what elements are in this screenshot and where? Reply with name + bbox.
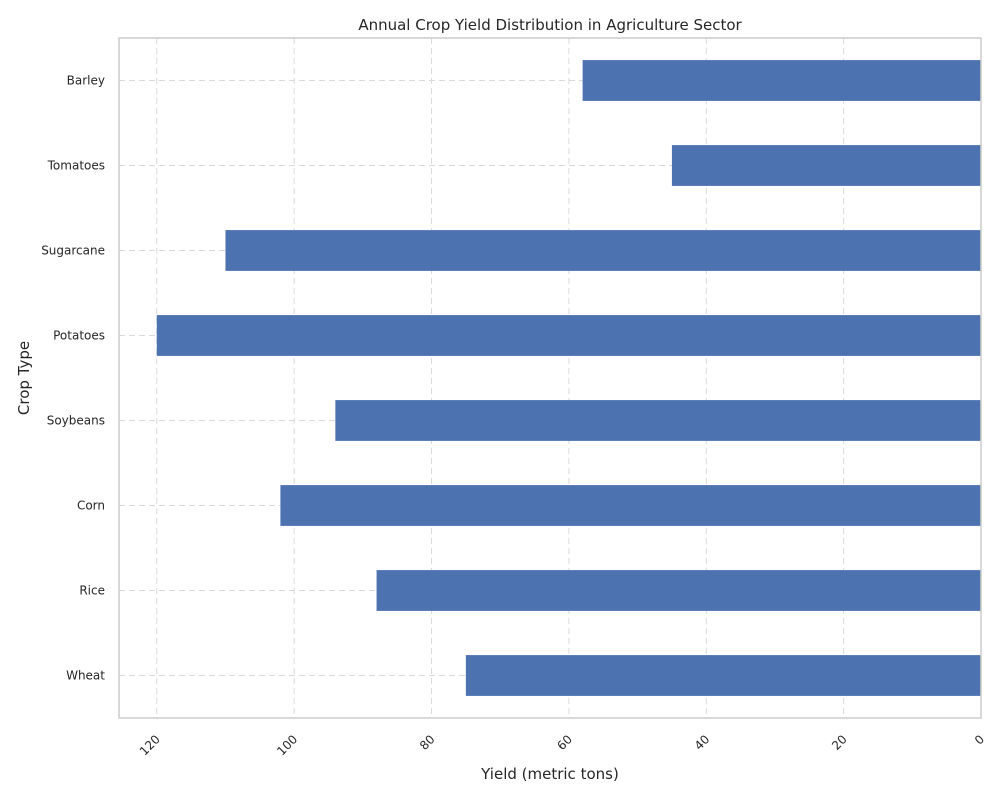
x-tick-label: 0 — [972, 732, 987, 747]
bar-corn — [280, 485, 981, 526]
bar-tomatoes — [671, 145, 981, 186]
x-tick-label: 100 — [274, 732, 300, 758]
bar-wheat — [465, 655, 981, 696]
y-axis-label: Crop Type — [15, 341, 33, 415]
bars — [156, 60, 982, 696]
bar-rice — [376, 570, 982, 611]
y-tick-label: Rice — [79, 584, 105, 598]
y-tick-label: Potatoes — [53, 329, 105, 343]
bar-barley — [582, 60, 981, 101]
y-tick-label: Sugarcane — [41, 244, 105, 258]
x-tick-label: 120 — [137, 732, 163, 758]
grid — [119, 38, 982, 718]
x-tick-label: 40 — [692, 732, 713, 753]
plot-frame — [118, 37, 982, 719]
bar-sugarcane — [225, 230, 981, 271]
x-tick-label: 20 — [829, 732, 850, 753]
x-tick-label: 60 — [554, 732, 575, 753]
x-axis-label: Yield (metric tons) — [480, 765, 619, 783]
y-tick-label: Barley — [67, 74, 105, 88]
y-tick-label: Corn — [77, 499, 105, 513]
y-tick-label: Wheat — [66, 669, 105, 683]
bar-potatoes — [156, 315, 982, 356]
y-tick-labels: Wheat Rice Corn Soybeans Potatoes Sugarcane To… — [41, 74, 105, 683]
x-tick-label: 80 — [417, 732, 438, 753]
bar-soybeans — [335, 400, 982, 441]
chart-title: Annual Crop Yield Distribution in Agricu… — [358, 16, 742, 34]
y-tick-label: Tomatoes — [47, 159, 105, 173]
y-tick-label: Soybeans — [47, 414, 105, 428]
x-tick-labels: 120 100 80 60 40 20 0 — [137, 732, 987, 758]
